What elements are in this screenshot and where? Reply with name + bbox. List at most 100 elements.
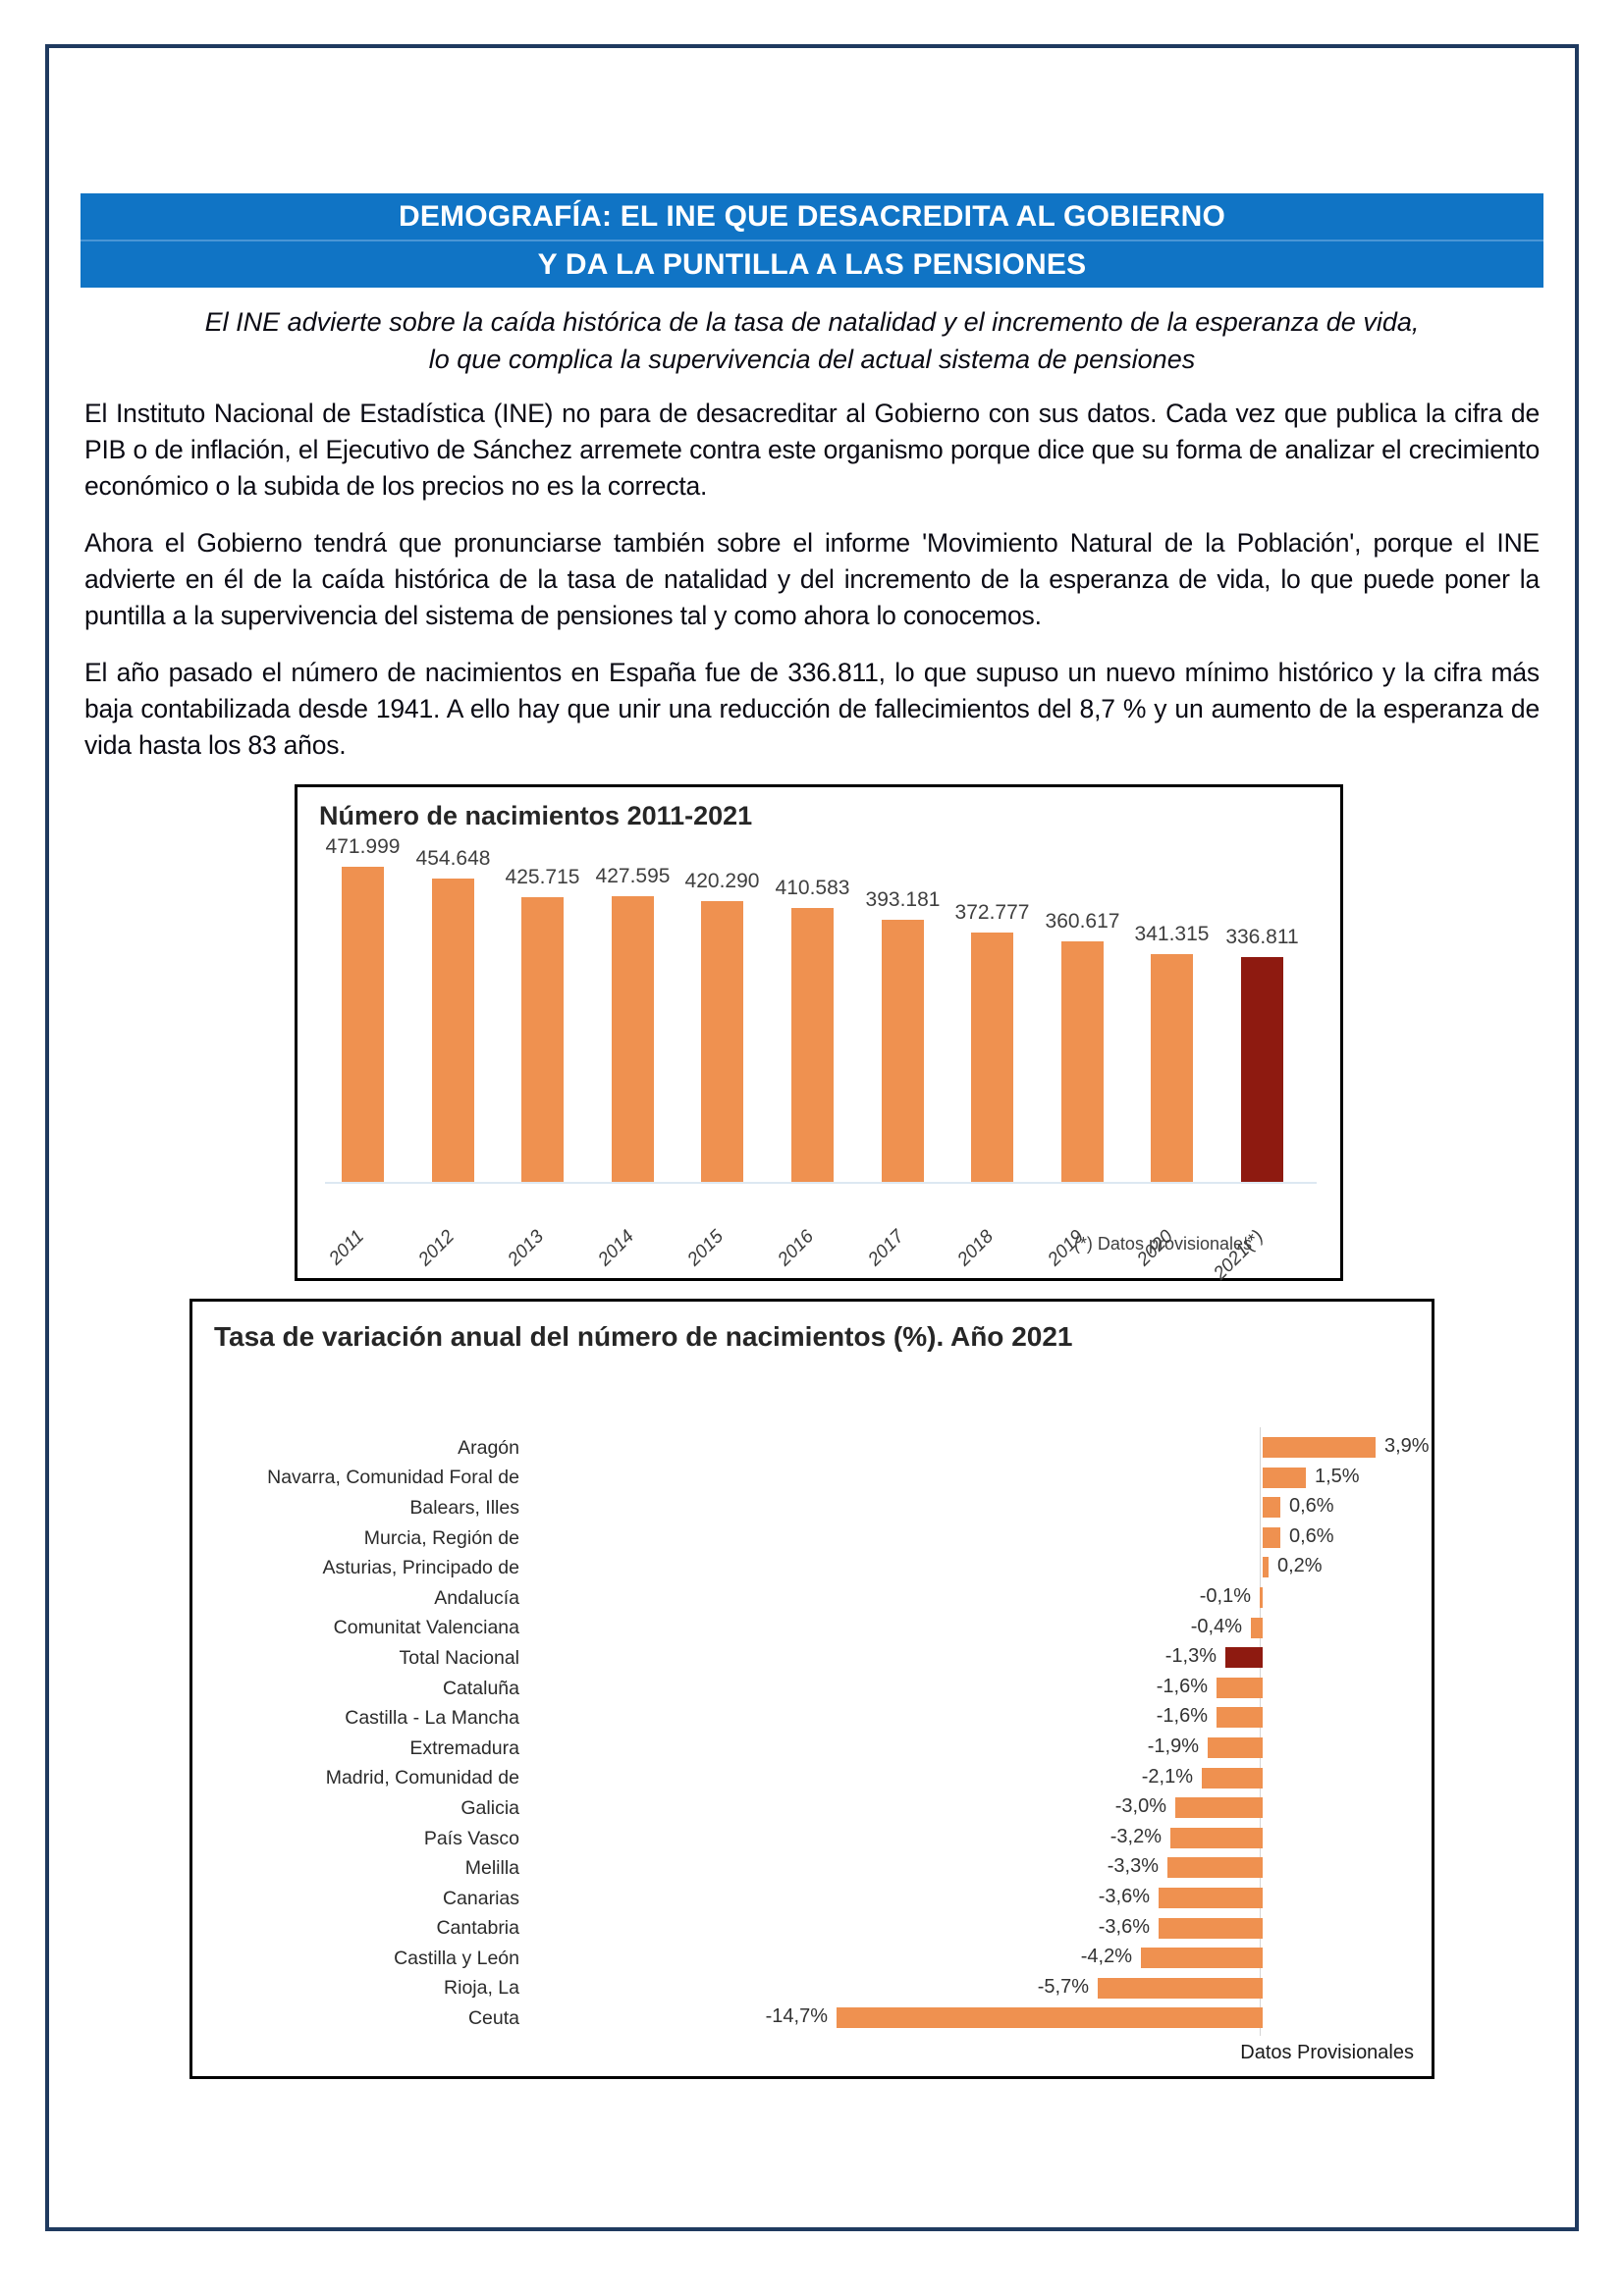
chart2-row-plot: -3,6% (531, 1884, 1429, 1914)
region-label: Melilla (464, 1857, 519, 1880)
chart2-row-plot: 0,6% (531, 1493, 1429, 1523)
bar-value-label: -5,7% (1037, 1975, 1089, 1998)
chart2-row-plot: 3,9% (531, 1433, 1430, 1464)
x-axis-label: 2016 (773, 1226, 818, 1270)
bar-value-label: -14,7% (765, 2005, 828, 2028)
region-label: Total Nacional (399, 1646, 519, 1669)
bar-2012 (432, 879, 474, 1182)
chart2-row-plot: 1,5% (531, 1464, 1429, 1494)
bar-2014 (612, 896, 654, 1182)
chart2-row-plot: -1,3% (531, 1643, 1429, 1674)
bar-value-label: 425.715 (505, 866, 580, 888)
title-banner-line-2: Y DA LA PUNTILLA A LAS PENSIONES (537, 248, 1087, 281)
subtitle-line-2: lo que complica la supervivencia del act… (428, 345, 1196, 374)
bar-Extremadura (1208, 1736, 1263, 1758)
bar-2013 (521, 897, 564, 1182)
chart2-row-plot: -3,3% (531, 1853, 1429, 1884)
bar-Aragón (1263, 1437, 1376, 1458)
chart2-row: Total Nacional -1,3% (195, 1643, 1429, 1674)
region-label: Castilla - La Mancha (345, 1707, 519, 1730)
chart2-row: Extremadura -1,9% (195, 1734, 1429, 1764)
paragraph-3: El año pasado el número de nacimientos e… (84, 658, 1540, 760)
chart1-baseline (325, 1182, 1317, 1184)
bar-value-label: -0,1% (1199, 1584, 1251, 1607)
bar-value-label: 1,5% (1315, 1465, 1360, 1487)
chart2-footnote: Datos Provisionales (1240, 2042, 1414, 2063)
region-label: Madrid, Comunidad de (325, 1767, 519, 1789)
region-label: Andalucía (434, 1586, 519, 1609)
chart2-row: Canarias -3,6% (195, 1884, 1429, 1914)
chart2-row-plot: -3,6% (531, 1914, 1429, 1945)
bar-2021(*) (1241, 957, 1283, 1182)
bar-Navarra, Comunidad Foral de (1263, 1467, 1306, 1488)
chart2-row: Aragón 3,9% (195, 1433, 1429, 1464)
bar-value-label: 410.583 (775, 877, 850, 899)
bar-value-label: -3,3% (1107, 1855, 1159, 1878)
bar-value-label: 420.290 (684, 870, 760, 892)
x-axis-label: 2011 (324, 1226, 368, 1269)
bar-value-label: 0,6% (1289, 1524, 1334, 1547)
chart2-row-plot: -0,1% (531, 1583, 1429, 1614)
region-label: Murcia, Región de (363, 1526, 519, 1549)
bar-Ceuta (837, 2007, 1263, 2029)
bar-value-label: -1,6% (1156, 1675, 1208, 1697)
bar-value-label: -3,6% (1098, 1885, 1150, 1907)
region-label: Canarias (442, 1887, 519, 1909)
bar-value-label: 341.315 (1134, 923, 1210, 945)
body-text: El Instituto Nacional de Estadística (IN… (84, 396, 1540, 764)
chart2-row: Balears, Illes 0,6% (195, 1493, 1429, 1523)
chart2-row-plot: -1,6% (531, 1703, 1429, 1734)
bar-Canarias (1159, 1887, 1263, 1908)
bar-value-label: 0,6% (1289, 1495, 1334, 1518)
chart2-row: Navarra, Comunidad Foral de 1,5% (195, 1464, 1429, 1494)
bar-value-label: -4,2% (1080, 1946, 1132, 1968)
region-label: Extremadura (409, 1736, 519, 1759)
chart2-row: Ceuta -14,7% (195, 2003, 1429, 2034)
bar-País Vasco (1170, 1827, 1263, 1848)
bar-value-label: 360.617 (1045, 910, 1120, 933)
chart2-row: Rioja, La -5,7% (195, 1974, 1429, 2004)
chart2-row-plot: -1,9% (531, 1734, 1429, 1764)
bar-2016 (791, 908, 834, 1182)
bar-Cataluña (1217, 1677, 1263, 1698)
chart2-row: Murcia, Región de 0,6% (195, 1523, 1429, 1554)
bar-value-label: -3,0% (1114, 1795, 1166, 1818)
chart2-row: Castilla y León -4,2% (195, 1944, 1429, 1974)
chart2-row-plot: -14,7% (531, 2003, 1429, 2034)
bar-value-label: -1,9% (1147, 1735, 1199, 1757)
chart2-row-plot: -3,0% (531, 1793, 1429, 1824)
chart2-rows: Aragón 3,9% Navarra, Comunidad Foral de 1,5… (195, 1433, 1429, 2034)
region-label: Aragón (458, 1436, 519, 1459)
region-label: Comunitat Valenciana (333, 1617, 519, 1639)
bar-value-label: -1,3% (1164, 1645, 1217, 1668)
region-label: Castilla y León (394, 1947, 519, 1969)
chart2-zero-axis (1260, 1427, 1261, 2036)
paragraph-2: Ahora el Gobierno tendrá que pronunciars… (84, 528, 1540, 630)
bar-value-label: 454.648 (415, 847, 491, 870)
x-axis-label: 2014 (593, 1226, 638, 1270)
chart2-row-plot: 0,6% (531, 1523, 1429, 1554)
chart2-row-plot: -0,4% (531, 1614, 1429, 1644)
bar-Andalucía (1260, 1586, 1263, 1608)
chart2-row: Galicia -3,0% (195, 1793, 1429, 1824)
region-label: País Vasco (423, 1827, 519, 1849)
chart2-row: Castilla - La Mancha -1,6% (195, 1703, 1429, 1734)
chart2-row: Asturias, Principado de 0,2% (195, 1553, 1429, 1583)
chart2-row: Comunitat Valenciana -0,4% (195, 1614, 1429, 1644)
bar-value-label: 0,2% (1277, 1555, 1323, 1577)
region-label: Asturias, Principado de (322, 1557, 519, 1579)
chart2-row-plot: -3,2% (531, 1824, 1429, 1854)
bar-value-label: 471.999 (325, 835, 401, 858)
bar-value-label: 393.181 (865, 888, 941, 911)
x-axis-label: 2013 (503, 1226, 548, 1270)
region-label: Ceuta (467, 2007, 519, 2030)
subtitle-line-1: El INE advierte sobre la caída histórica… (204, 307, 1420, 337)
chart1-plot-area: 471.999 2011 454.648 2012 425.715 2013 427.595… (298, 787, 1340, 1284)
bar-value-label: -3,6% (1098, 1915, 1150, 1938)
region-label: Cataluña (442, 1677, 519, 1699)
title-banner-line-1: DEMOGRAFÍA: EL INE QUE DESACREDITA AL GO… (81, 193, 1543, 241)
bar-Castilla - La Mancha (1217, 1707, 1263, 1729)
bar-2018 (971, 933, 1013, 1182)
x-axis-label: 2012 (413, 1226, 459, 1270)
bar-value-label: -3,2% (1109, 1825, 1162, 1847)
